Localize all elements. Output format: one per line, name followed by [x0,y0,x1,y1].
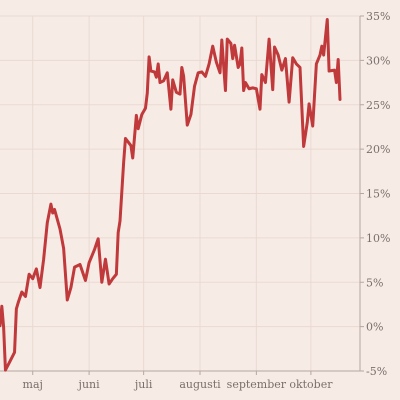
y-tick-label: 20% [366,143,390,156]
x-tick-label: oktober [289,378,333,391]
x-tick-label: juni [77,378,101,391]
series-layer [0,18,342,372]
gridlines [0,15,360,371]
y-tick-label: 35% [366,10,390,23]
y-tick-label: 0% [366,321,383,334]
y-tick-label: 25% [366,99,390,112]
y-tick-label: 10% [366,232,390,245]
x-tick-label: augusti [179,378,221,391]
series-line [0,18,342,372]
y-tick-label: 30% [366,54,390,67]
x-tick-label: maj [23,378,43,391]
y-tick-label: 5% [366,276,383,289]
x-tick-label: september [227,378,287,391]
x-tick-label: juli [133,378,153,391]
tick-labels: 35% 30% 25% 20% 15% 10% 5% 0% -5% maj juni juli augu… [23,10,391,391]
y-tick-label: -5% [366,365,387,378]
axes [0,15,364,375]
y-tick-label: 15% [366,188,390,201]
